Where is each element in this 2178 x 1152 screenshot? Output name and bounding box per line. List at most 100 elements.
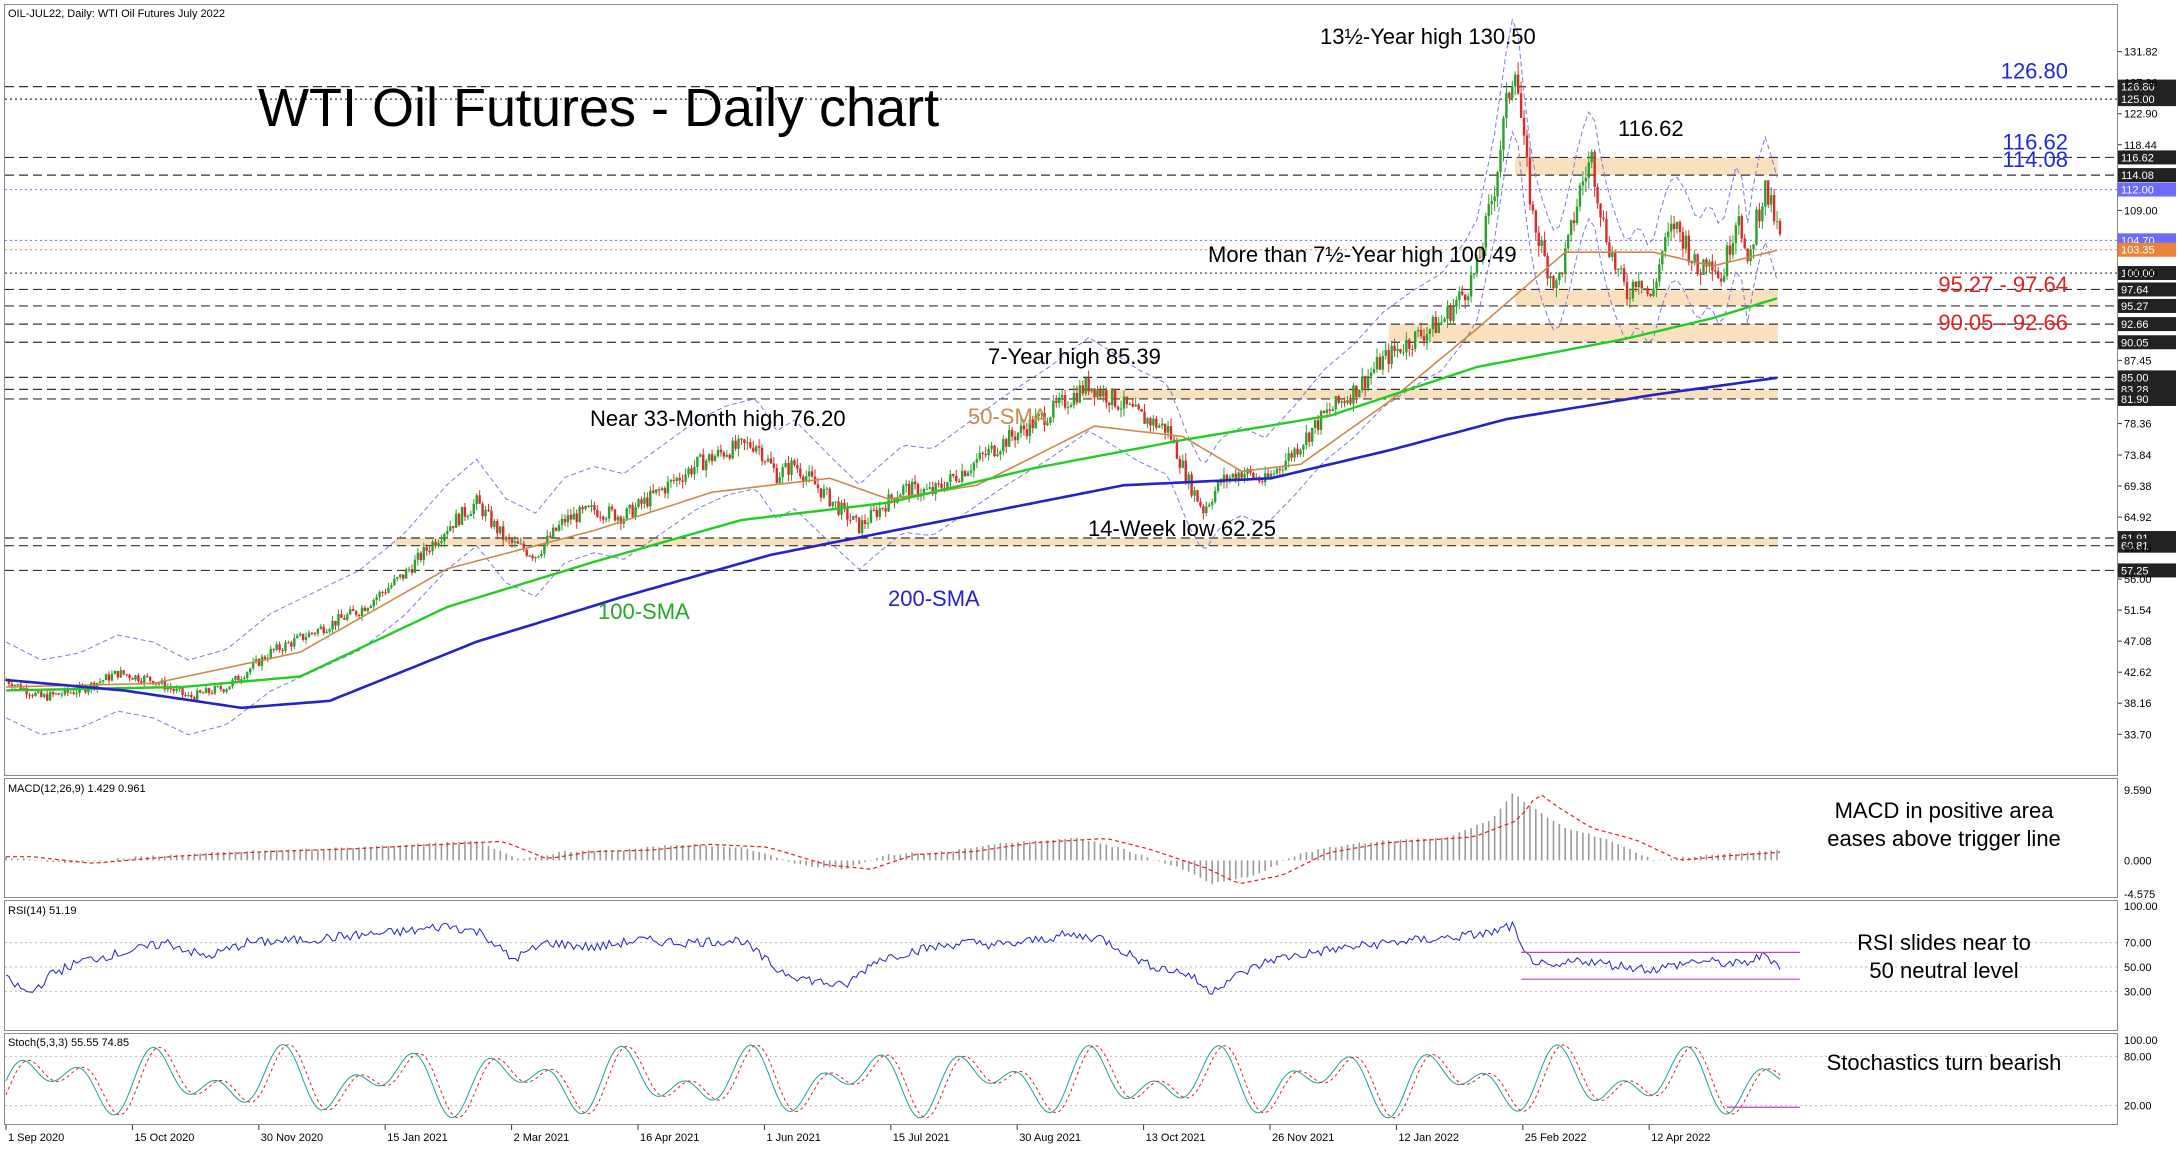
candle-body [1708,261,1711,267]
candle-body [631,504,634,518]
candle-body [619,516,623,524]
candle-body [522,543,525,550]
candle-body [1087,378,1090,392]
x-tick-label-1: 15 Oct 2020 [134,1132,194,1144]
candle-body [119,670,122,678]
bollinger-upper-band [5,18,1778,661]
candle-body [1261,481,1264,483]
candle-body [1378,357,1382,370]
rsi-tick-2: 50.00 [2124,962,2152,974]
candle-body [634,506,637,518]
candle-body [1761,206,1764,222]
price-tick-label-4: 109.00 [2124,205,2158,217]
candle-body [713,456,717,462]
candle-body [98,681,102,683]
candle-body [766,458,770,462]
candle-body [219,686,222,690]
candle-body [793,460,796,466]
candle-body [1393,345,1396,351]
candle-body [1728,245,1732,255]
candle-body [40,691,43,697]
candle-body [1599,203,1602,218]
candle-body [425,547,428,551]
x-tick-label-13: 12 Apr 2022 [1651,1132,1710,1144]
candle-body [1078,385,1082,403]
candle-body [1575,206,1579,224]
candle-body [981,452,984,455]
candle-body [513,541,517,543]
candle-body [96,682,99,689]
price-tick-label-0: 131.82 [2124,47,2158,59]
candle-body [1219,481,1223,483]
candle-body [181,688,184,696]
sma50-line [5,249,1778,688]
candle-body [1060,395,1064,398]
candle-body [1211,502,1214,505]
candle-body [1266,473,1270,478]
macd-tick-0: 9.590 [2124,785,2152,797]
candle-body [649,490,652,507]
axis-tag-3: 114.08 [2121,170,2154,182]
candle-body [978,452,981,460]
levels-layer: 126.80126.80125.00116.62116.62114.08114.… [5,59,2176,578]
candle-body [831,501,834,507]
candle-body [475,495,478,505]
candle-body [725,454,728,457]
price-panel-frame [4,4,2118,776]
candle-body [940,483,943,489]
candle-body [569,514,573,520]
candle-body [784,462,787,468]
candle-body [581,507,584,510]
candle-body [625,508,628,519]
candle-body [16,684,19,686]
candle-body [643,497,646,504]
candle-body [187,695,190,697]
candle-body [337,614,340,626]
candle-body [805,476,808,482]
stoch-k-line [5,1043,1781,1119]
candle-body [1466,296,1470,301]
candle-body [1464,294,1467,301]
candle-body [1655,281,1658,289]
candle-body [57,693,61,695]
candle-body [1681,232,1685,249]
candle-body [540,553,543,557]
candle-body [1522,117,1526,136]
axis-tag-bg-8 [2118,335,2176,350]
axis-tag-9: 85.00 [2121,372,2149,384]
candle-body [428,550,431,552]
candle-body [1675,221,1679,229]
candle-body [1481,247,1485,258]
candle-body [116,670,119,678]
candle-body [257,659,261,666]
candle-body [1387,350,1390,364]
support-zone-4 [394,538,1778,546]
candle-body [1772,195,1776,222]
candle-body [307,632,311,638]
candle-body [1034,416,1037,429]
candle-body [154,683,158,685]
candle-body [769,458,773,464]
support-zone-0 [1515,157,1778,176]
rsi-layer [5,920,2118,995]
candle-body [175,688,178,691]
price-tick-label-13: 51.54 [2124,605,2152,617]
candle-body [963,470,967,477]
candle-body [422,547,425,561]
candle-body [1649,293,1652,296]
candle-body [1740,216,1743,239]
candle-body [472,504,475,515]
candle-body [416,552,420,560]
candle-body [810,471,814,477]
annotation-7: 100-SMA [598,599,690,624]
candle-body [807,471,811,477]
candle-body [310,632,314,634]
stoch-tick-0: 100.00 [2124,1035,2158,1047]
candle-body [196,690,199,701]
candle-body [1490,201,1493,205]
candle-body [593,505,596,511]
candle-body [1025,429,1029,437]
candle-body [1390,345,1393,364]
axis-tag-13: 60.81 [2121,541,2149,553]
candle-body [754,446,758,452]
